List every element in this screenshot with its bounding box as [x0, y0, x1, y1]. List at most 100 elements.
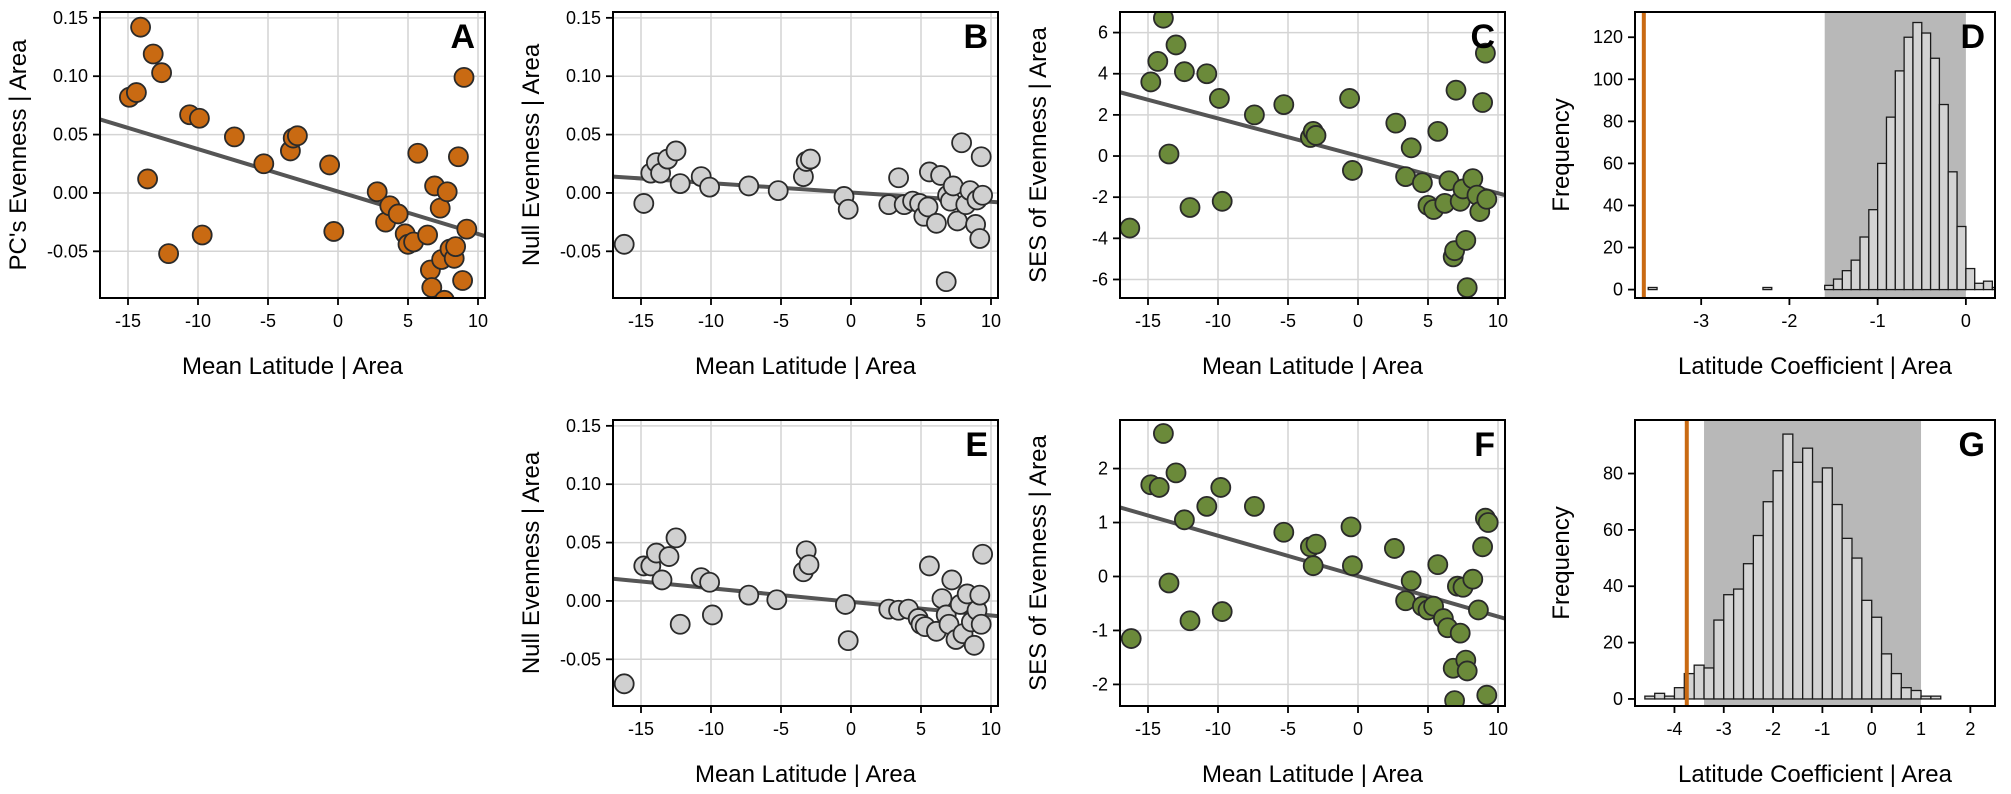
x-tick-label: -15 [628, 311, 654, 331]
panel-e: -15 -10 -5 0 5 10 -0.05 0.00 0.05 0.10 0.15 Mean La… [518, 416, 1001, 788]
data-point [935, 271, 957, 293]
panel-label: A [450, 18, 475, 56]
histogram-bar [1811, 481, 1824, 700]
histogram-bar [1654, 692, 1666, 700]
y-tick-label: -0.05 [560, 649, 601, 669]
data-point [1273, 521, 1295, 543]
x-tick-label: -3 [1693, 311, 1709, 331]
histogram-bar [1921, 32, 1932, 291]
data-point [665, 140, 687, 162]
panel-label: D [1960, 18, 1985, 56]
histogram-bar [1912, 21, 1923, 291]
y-tick-label: 100 [1593, 69, 1623, 89]
data-point [1412, 172, 1433, 194]
data-point [188, 107, 210, 129]
y-tick-label: -1 [1092, 620, 1108, 640]
data-point [223, 126, 245, 148]
x-tick-label: 5 [916, 719, 926, 739]
data-point [286, 125, 308, 147]
data-point [699, 176, 720, 198]
histogram-bar [1841, 537, 1853, 700]
y-tick-label: 0.00 [566, 591, 601, 611]
x-tick-label: 0 [846, 311, 856, 331]
x-tick-label: 2 [1965, 719, 1975, 739]
x-axis-label: Mean Latitude | Area [1202, 353, 1424, 380]
data-point [1174, 61, 1195, 83]
y-axis-label: SES of Evenness | Area [1025, 434, 1052, 690]
y-tick-label: 0.00 [53, 183, 88, 203]
y-tick-label: 80 [1603, 111, 1623, 131]
y-tick-label: 120 [1593, 27, 1623, 47]
data-point [1449, 622, 1471, 644]
data-point [137, 168, 159, 190]
x-tick-label: -5 [773, 719, 789, 739]
y-tick-label: 40 [1603, 195, 1623, 215]
y-axis-label: Null Evenness | Area [518, 43, 545, 266]
data-point [613, 673, 635, 695]
histogram-bar [1930, 695, 1942, 700]
data-point [738, 584, 760, 606]
data-point [1158, 572, 1180, 594]
plot-frame [1119, 419, 1506, 707]
data-point [963, 634, 985, 656]
data-point [1196, 495, 1218, 517]
y-tick-label: -6 [1092, 269, 1108, 289]
data-point [917, 196, 939, 218]
data-point [417, 224, 439, 246]
x-tick-label: -10 [1205, 311, 1231, 331]
x-tick-label: 10 [468, 311, 488, 331]
y-tick-label: 40 [1603, 576, 1623, 596]
data-point [1342, 160, 1363, 181]
plot-frame [612, 419, 999, 707]
histogram-bar [1974, 282, 1985, 291]
data-point [1400, 137, 1422, 159]
x-tick-label: -10 [185, 311, 211, 331]
plot-area [1644, 420, 1942, 706]
data-point [633, 193, 655, 214]
histogram-bar [1693, 664, 1705, 700]
histogram-bar [1868, 209, 1879, 291]
x-tick-label: -1 [1814, 719, 1830, 739]
y-tick-label: 0.00 [566, 183, 601, 203]
data-point [1244, 495, 1265, 517]
histogram-bar [1885, 116, 1896, 291]
data-point [453, 66, 475, 88]
x-tick-label: -15 [1135, 719, 1161, 739]
x-tick-label: 0 [333, 311, 343, 331]
y-tick-label: 2 [1098, 105, 1108, 125]
data-point [1179, 197, 1201, 218]
panel-label: B [963, 18, 988, 56]
data-point [253, 153, 275, 175]
x-axis-label: Latitude Coefficient | Area [1678, 761, 1953, 788]
y-axis-label: SES of Evenness | Area [1025, 26, 1052, 282]
data-point [407, 142, 429, 164]
histogram-bar [1859, 236, 1870, 291]
data-point [1427, 554, 1449, 576]
histogram-bar [1723, 594, 1735, 700]
data-point [1472, 536, 1493, 558]
data-point [969, 584, 991, 606]
histogram-bar [1982, 280, 1994, 291]
histogram-bar [1956, 225, 1967, 291]
x-tick-label: -10 [698, 311, 724, 331]
x-tick-label: 5 [1423, 719, 1433, 739]
data-point [434, 289, 455, 298]
y-tick-label: -4 [1092, 228, 1108, 248]
data-point [1385, 112, 1407, 134]
data-point [1148, 477, 1170, 498]
x-tick-label: -1 [1870, 311, 1886, 331]
data-point [1339, 88, 1360, 109]
data-point [1468, 599, 1489, 621]
panel-b: -15 -10 -5 0 5 10 -0.05 0.00 0.05 0.10 0.15 Mean La… [518, 8, 1001, 380]
histogram-bar [1821, 467, 1833, 700]
trend-line [100, 117, 485, 239]
data-point [1196, 63, 1218, 85]
data-point [447, 146, 469, 168]
data-point [651, 569, 673, 591]
data-point [158, 243, 180, 265]
plot-frame [99, 11, 486, 299]
x-tick-label: 5 [916, 311, 926, 331]
data-point [926, 212, 947, 234]
x-tick-label: -15 [115, 311, 141, 331]
y-tick-label: 0 [1613, 280, 1623, 300]
